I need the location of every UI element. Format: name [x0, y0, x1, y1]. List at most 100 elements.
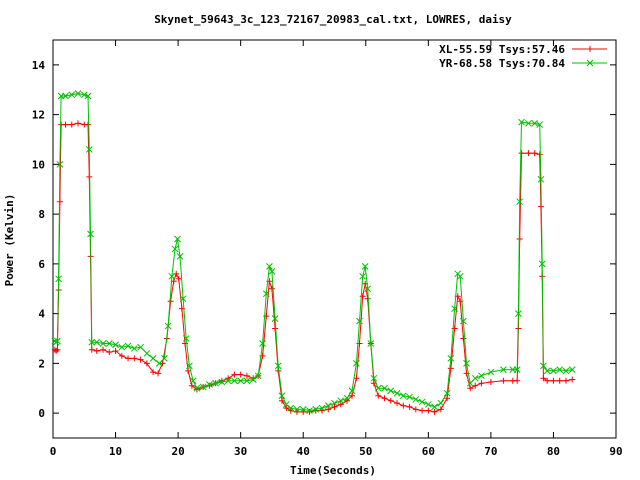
data-point: [268, 285, 275, 292]
data-point: [556, 366, 564, 373]
data-point: [287, 404, 295, 412]
data-point: [85, 121, 92, 128]
data-point: [118, 343, 126, 351]
data-point: [381, 384, 388, 392]
data-point: [361, 263, 369, 270]
data-point: [387, 397, 394, 404]
data-point: [444, 395, 451, 402]
data-point: [243, 372, 250, 379]
data-point: [55, 275, 62, 283]
data-point: [359, 272, 367, 280]
data-point: [406, 393, 413, 401]
series-2: [51, 90, 576, 414]
data-point: [88, 346, 95, 353]
data-point: [93, 347, 100, 354]
data-point: [460, 335, 467, 342]
data-point: [249, 376, 257, 383]
data-point: [525, 119, 532, 127]
data-point: [425, 407, 432, 414]
data-point: [274, 362, 282, 370]
data-point: [478, 380, 485, 387]
legend-label: YR-68.58 Tsys:70.84: [439, 57, 565, 70]
series-line: [54, 92, 573, 412]
data-point: [387, 387, 395, 395]
data-point: [331, 403, 338, 410]
data-point: [568, 366, 576, 373]
data-point: [531, 119, 539, 127]
data-point: [550, 367, 557, 375]
data-point: [525, 150, 532, 157]
data-point: [54, 337, 61, 345]
y-tick-label: 0: [38, 407, 45, 420]
data-point: [160, 355, 168, 362]
axes: 0 10 20 30 40 50 60 70 80 90 0 2 4 6 8 10 12 14: [32, 40, 623, 458]
data-point: [266, 263, 273, 270]
data-point: [312, 406, 320, 413]
y-tick-label: 10: [32, 158, 45, 171]
y-tick-label: 14: [32, 59, 46, 72]
x-axis-label: Time(Seconds): [290, 464, 376, 477]
data-point: [100, 346, 107, 353]
y-tick-label: 6: [38, 258, 45, 271]
data-point: [400, 402, 407, 409]
data-point: [543, 367, 551, 375]
data-point: [150, 369, 157, 376]
legend-swatch-marker: [586, 59, 594, 67]
data-point: [171, 245, 179, 253]
data-point: [186, 362, 193, 370]
data-point: [268, 267, 276, 275]
data-point: [343, 394, 351, 402]
data-point: [143, 360, 150, 367]
data-point: [112, 347, 119, 354]
data-point: [516, 198, 524, 206]
data-point: [224, 377, 232, 385]
data-point: [463, 360, 470, 367]
data-point: [179, 295, 187, 303]
data-point: [99, 340, 107, 347]
plot-area-frame: [52, 39, 617, 439]
data-point: [206, 381, 213, 388]
data-point: [356, 317, 363, 325]
data-point: [272, 325, 279, 332]
data-point: [540, 375, 547, 382]
data-point: [569, 376, 576, 383]
x-tick-label: 80: [547, 445, 560, 458]
data-point: [283, 405, 290, 412]
data-point: [53, 347, 60, 354]
data-point: [399, 392, 407, 400]
chart-title: Skynet_59643_3c_123_72167_20983_cal.txt,…: [154, 13, 512, 26]
data-point: [164, 322, 172, 330]
data-point: [62, 121, 69, 128]
x-tick-label: 20: [171, 445, 184, 458]
y-tick-label: 8: [38, 208, 45, 221]
data-point: [514, 377, 521, 384]
data-point: [544, 377, 551, 384]
data-point: [359, 293, 366, 300]
data-point: [62, 92, 69, 100]
data-point: [451, 325, 458, 332]
data-point: [218, 377, 225, 384]
data-point: [85, 146, 93, 153]
series-layer: [51, 90, 576, 415]
data-point: [137, 343, 144, 351]
data-point: [293, 406, 301, 413]
data-point: [412, 406, 419, 413]
data-point: [531, 150, 538, 157]
data-point: [447, 365, 454, 372]
data-point: [175, 275, 182, 282]
data-point: [337, 397, 345, 405]
data-point: [237, 377, 245, 385]
x-tick-label: 30: [234, 445, 247, 458]
x-tick-label: 10: [109, 445, 122, 458]
data-point: [212, 379, 219, 387]
data-point: [456, 272, 464, 280]
data-point: [125, 355, 132, 362]
data-point: [54, 346, 61, 353]
data-point: [325, 406, 332, 413]
data-point: [68, 91, 76, 99]
data-point: [393, 389, 401, 397]
data-point: [130, 345, 138, 352]
data-point: [243, 377, 251, 385]
data-point: [478, 372, 485, 380]
